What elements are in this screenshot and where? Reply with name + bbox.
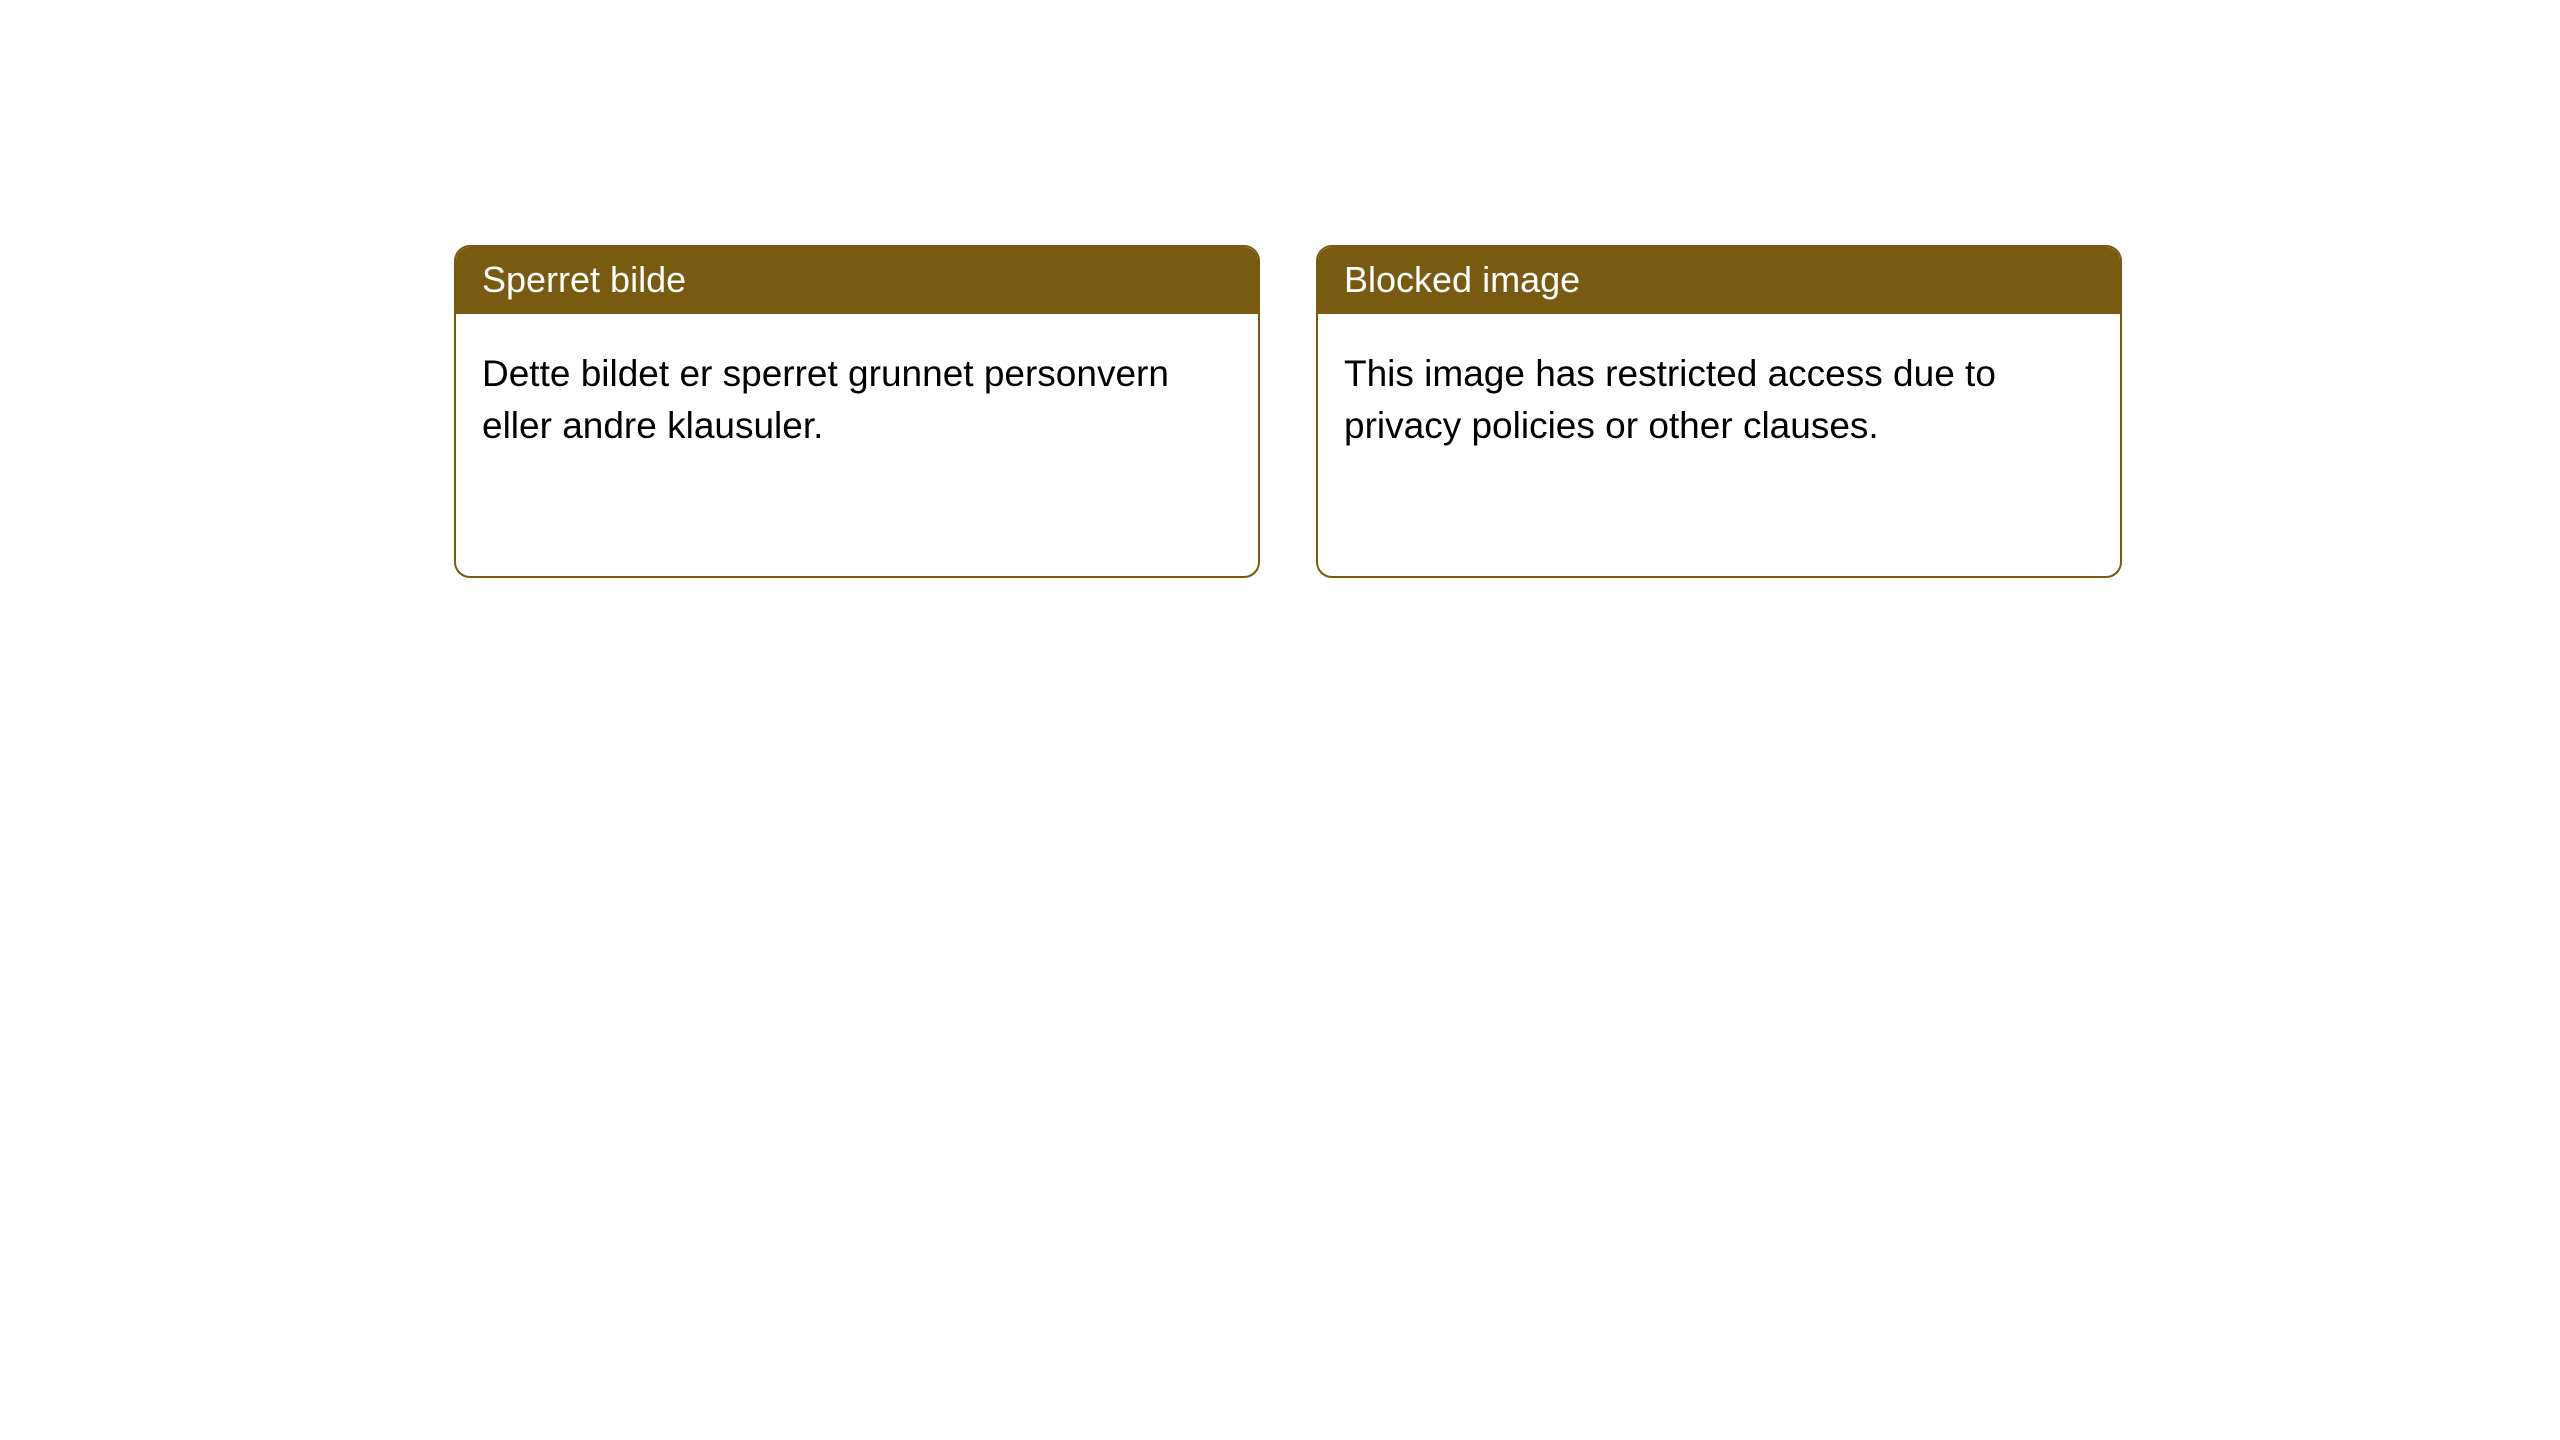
notice-body: This image has restricted access due to … <box>1318 314 2120 486</box>
notice-card-norwegian: Sperret bilde Dette bildet er sperret gr… <box>454 245 1260 578</box>
notice-body: Dette bildet er sperret grunnet personve… <box>456 314 1258 486</box>
notices-container: Sperret bilde Dette bildet er sperret gr… <box>0 0 2560 578</box>
notice-title: Blocked image <box>1318 247 2120 314</box>
notice-title: Sperret bilde <box>456 247 1258 314</box>
notice-card-english: Blocked image This image has restricted … <box>1316 245 2122 578</box>
